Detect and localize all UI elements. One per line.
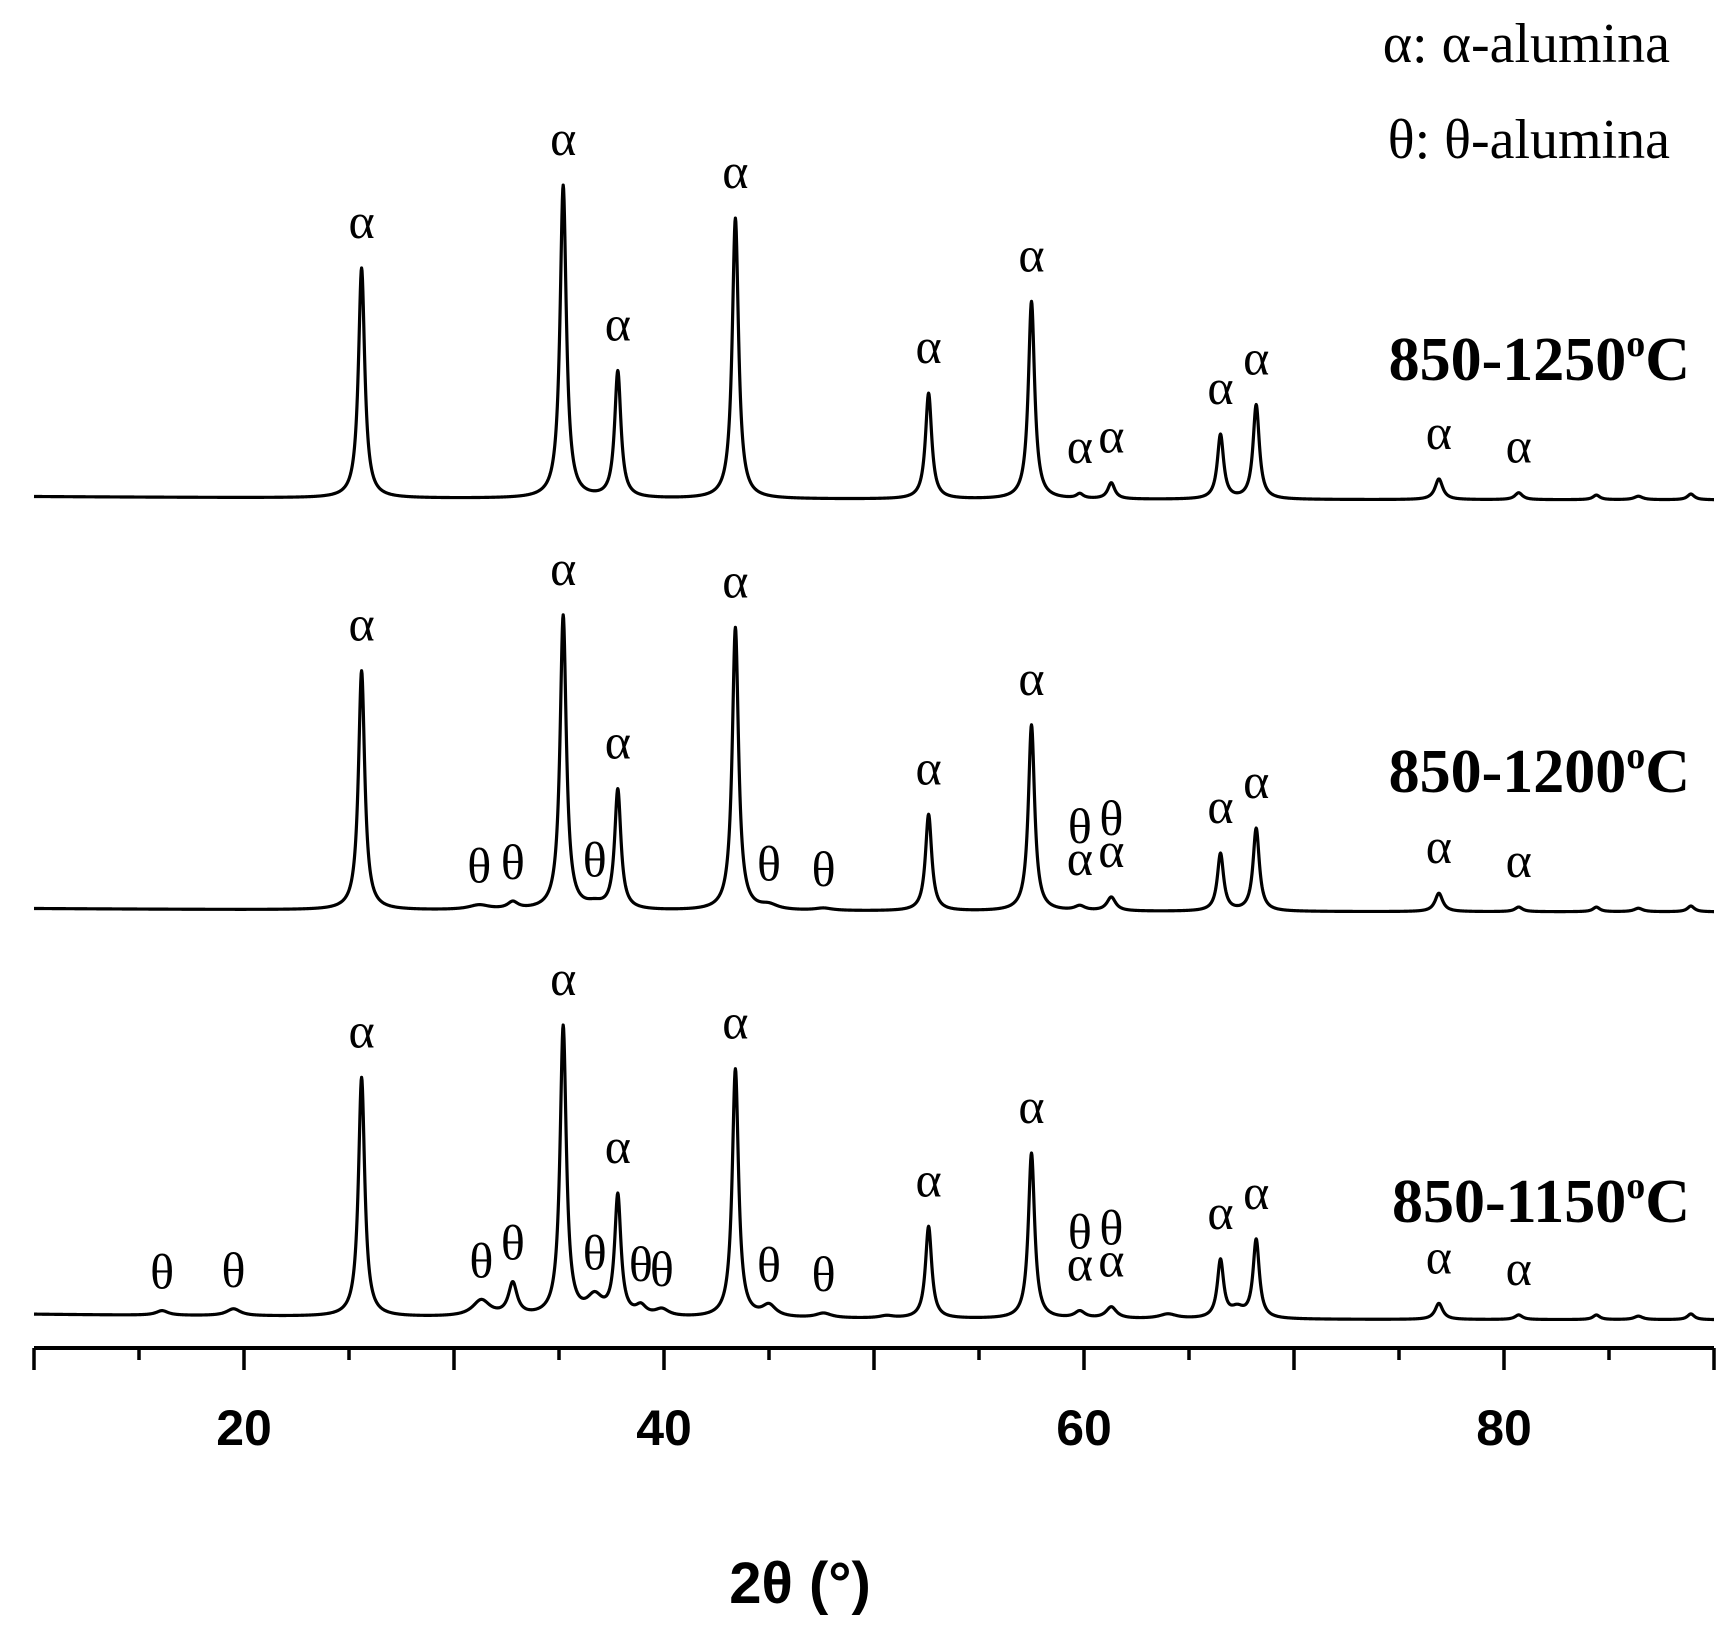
xrd-traces [32,183,1716,1322]
peak-label-0-2: α [605,296,631,352]
peak-label-1-2: θ [501,834,525,890]
peak-label-1-0: α [348,596,374,652]
peak-label-2-20: α [1243,1164,1269,1220]
sample-label-unit: C [1645,738,1690,806]
x-tick-label-80: 80 [1476,1400,1532,1456]
peak-label-1-14: θ [1099,790,1123,846]
peak-label-1-15: α [1207,778,1233,834]
legend-entry-alpha: α: α-alumina [1383,13,1670,75]
peak-label-1-13: θ [1068,798,1092,854]
peak-label-0-4: α [915,318,941,374]
peak-label-1-16: α [1243,753,1269,809]
peak-label-2-6: θ [583,1225,607,1281]
peak-label-2-17: θ [1068,1204,1092,1260]
peak-label-0-3: α [722,143,748,199]
peak-label-2-13: α [915,1151,941,1207]
peak-label-1-3: α [550,540,576,596]
peak-label-2-7: α [605,1118,631,1174]
sample-label-sup: o [1626,1165,1645,1207]
peak-label-2-3: θ [469,1232,493,1288]
legend-entry-theta: θ: θ-alumina [1388,109,1670,171]
peak-label-2-16: α [1098,1232,1124,1288]
xrd-trace-0 [32,183,1716,502]
sample-label-2: 850-1150oC [1392,1165,1690,1236]
peak-label-0-5: α [1018,226,1044,282]
peak-label-0-9: α [1243,330,1269,386]
peak-label-1-18: α [1506,832,1532,888]
peak-label-2-19: α [1207,1184,1233,1240]
peak-label-1-17: α [1426,818,1452,874]
x-tick-label-40: 40 [636,1400,692,1456]
x-axis-tick-labels: 20 40 60 80 [216,1400,1532,1456]
sample-label-0: 850-1250oC [1389,323,1690,394]
peak-label-0-0: α [348,193,374,249]
peak-label-1-6: α [722,552,748,608]
x-axis-ticks [32,1348,1716,1370]
peak-label-2-11: θ [757,1236,781,1292]
peak-label-1-4: θ [583,832,607,888]
peak-label-2-8: θ [629,1236,653,1292]
sample-label-main: 850-1150 [1392,1168,1626,1236]
x-tick-label-60: 60 [1056,1400,1112,1456]
x-axis: 20 40 60 80 [32,1346,1716,1456]
x-tick-label-20: 20 [216,1400,272,1456]
peak-label-1-10: α [1018,650,1044,706]
peak-label-2-5: α [550,950,576,1006]
peak-label-1-5: α [605,714,631,770]
peak-label-1-7: θ [757,836,781,892]
peak-label-2-1: θ [222,1242,246,1298]
peak-label-2-0: θ [150,1244,174,1300]
peak-label-0-10: α [1426,404,1452,460]
peak-label-0-11: α [1506,418,1532,474]
sample-label-main: 850-1200 [1389,738,1627,806]
peak-label-1-12: α [1098,822,1124,878]
peak-label-2-9: θ [650,1241,674,1297]
peak-label-2-18: θ [1099,1200,1123,1256]
peak-label-0-6: α [1067,418,1093,474]
sample-label-main: 850-1250 [1389,326,1627,394]
peak-label-1-9: α [915,739,941,795]
peak-label-0-1: α [550,110,576,166]
peak-label-2-10: α [722,994,748,1050]
peak-label-2-15: α [1067,1236,1093,1292]
peak-label-1-11: α [1067,830,1093,886]
peak-label-0-8: α [1207,359,1233,415]
sample-label-1: 850-1200oC [1389,735,1690,806]
peak-label-2-14: α [1018,1078,1044,1134]
sample-label-sup: o [1626,735,1645,777]
peak-label-2-21: α [1426,1228,1452,1284]
peak-label-2-22: α [1506,1240,1532,1296]
sample-label-unit: C [1645,1168,1690,1236]
peak-label-2-2: α [348,1002,374,1058]
peak-label-2-12: θ [812,1246,836,1302]
peak-label-1-8: θ [812,841,836,897]
sample-label-sup: o [1626,323,1645,365]
peak-label-1-1: θ [467,838,491,894]
xrd-trace-1 [32,613,1716,914]
xrd-trace-2 [32,1023,1716,1322]
peak-label-0-7: α [1098,408,1124,464]
peak-label-2-4: θ [501,1215,525,1271]
x-axis-title: 2θ (°) [729,1551,871,1616]
sample-label-unit: C [1645,326,1690,394]
legend: α: α-alumina θ: θ-alumina [1383,13,1670,171]
